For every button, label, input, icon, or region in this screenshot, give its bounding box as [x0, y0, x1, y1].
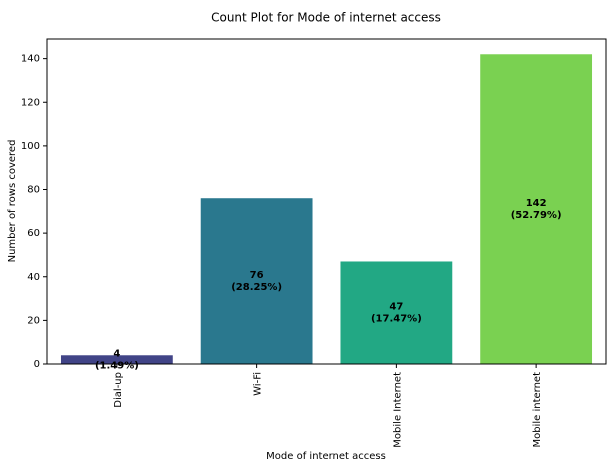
data-label-percent-0: (1.49%)	[95, 361, 139, 372]
y-tick-label-3: 60	[27, 228, 40, 239]
data-label-percent-3: (52.79%)	[511, 210, 562, 221]
x-tick-label-3: Mobile internet	[532, 372, 543, 448]
data-label-percent-1: (28.25%)	[231, 282, 282, 293]
y-axis-label: Number of rows covered	[7, 140, 18, 263]
y-tick-label-0: 0	[34, 359, 40, 370]
bar-2	[340, 261, 453, 364]
x-tick-label-1: Wi-Fi	[253, 372, 264, 396]
bar-1	[200, 198, 313, 364]
bar-0	[60, 355, 173, 364]
data-label-percent-2: (17.47%)	[371, 314, 422, 325]
bar-3	[480, 54, 593, 364]
x-axis-label: Mode of internet access	[266, 451, 386, 462]
y-tick-label-4: 80	[27, 185, 40, 196]
data-label-count-1: 76	[250, 270, 264, 281]
bars-group	[60, 54, 593, 364]
plot-frame	[46, 38, 607, 365]
data-label-count-0: 4	[113, 349, 120, 360]
chart-title: Count Plot for Mode of internet access	[211, 11, 441, 25]
data-labels-group: 4(1.49%) 76(28.25%) 47(17.47%) 142(52.79%)	[95, 198, 562, 372]
data-label-count-3: 142	[526, 198, 547, 209]
y-tick-label-7: 140	[21, 54, 40, 65]
y-tick-label-6: 120	[21, 97, 40, 108]
y-tick-label-2: 40	[27, 272, 40, 283]
data-label-count-2: 47	[389, 302, 403, 313]
x-tick-label-2: Mobile Internet	[392, 372, 403, 448]
x-tick-label-0: Dial-up	[113, 372, 124, 408]
y-tick-label-5: 100	[21, 141, 40, 152]
x-axis: Dial-up Wi-Fi Mobile Internet Mobile intern…	[113, 364, 543, 448]
y-tick-label-1: 20	[27, 315, 40, 326]
y-axis: 0 20 40 60 80 100 120 140	[21, 54, 47, 370]
